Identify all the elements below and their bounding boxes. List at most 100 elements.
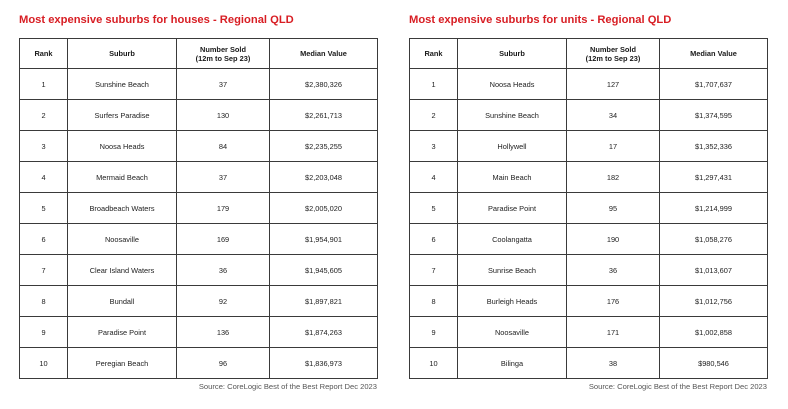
number-sold-cell: 95 <box>566 192 660 224</box>
houses-table-body: 1 Sunshine Beach 37 $2,380,326 2 Surfers Para… <box>19 68 378 379</box>
suburb-cell: Noosa Heads <box>457 68 567 100</box>
number-sold-cell: 17 <box>566 130 660 162</box>
table-row: 7 Clear Island Waters 36 $1,945,605 <box>19 254 378 286</box>
header-number-sold: Number Sold (12m to Sep 23) <box>566 38 660 69</box>
median-value-cell: $2,380,326 <box>269 68 378 100</box>
median-value-cell: $1,836,973 <box>269 347 378 379</box>
median-value-cell: $2,261,713 <box>269 99 378 131</box>
median-value-cell: $2,005,020 <box>269 192 378 224</box>
table-row: 7 Sunrise Beach 36 $1,013,607 <box>409 254 768 286</box>
rank-cell: 5 <box>409 192 458 224</box>
suburb-cell: Surfers Paradise <box>67 99 177 131</box>
table-row: 1 Noosa Heads 127 $1,707,637 <box>409 68 768 100</box>
median-value-cell: $2,235,255 <box>269 130 378 162</box>
table-row: 4 Mermaid Beach 37 $2,203,048 <box>19 161 378 193</box>
suburb-cell: Mermaid Beach <box>67 161 177 193</box>
units-table-body: 1 Noosa Heads 127 $1,707,637 2 Sunshine Beach… <box>409 68 768 379</box>
median-value-cell: $1,897,821 <box>269 285 378 317</box>
suburb-cell: Main Beach <box>457 161 567 193</box>
table-row: 1 Sunshine Beach 37 $2,380,326 <box>19 68 378 100</box>
table-row: 2 Sunshine Beach 34 $1,374,595 <box>409 99 768 131</box>
header-suburb: Suburb <box>457 38 567 69</box>
header-rank: Rank <box>19 38 68 69</box>
number-sold-cell: 190 <box>566 223 660 255</box>
rank-cell: 6 <box>409 223 458 255</box>
rank-cell: 9 <box>409 316 458 348</box>
table-row: 8 Bundall 92 $1,897,821 <box>19 285 378 317</box>
table-row: 3 Noosa Heads 84 $2,235,255 <box>19 130 378 162</box>
number-sold-cell: 176 <box>566 285 660 317</box>
median-value-cell: $1,945,605 <box>269 254 378 286</box>
houses-header-row: Rank Suburb Number Sold (12m to Sep 23) M… <box>19 38 378 69</box>
suburb-cell: Sunrise Beach <box>457 254 567 286</box>
header-number-sold-line1: Number Sold <box>200 44 246 54</box>
number-sold-cell: 179 <box>176 192 270 224</box>
rank-cell: 8 <box>19 285 68 317</box>
suburb-cell: Clear Island Waters <box>67 254 177 286</box>
suburb-cell: Paradise Point <box>67 316 177 348</box>
median-value-cell: $1,013,607 <box>659 254 768 286</box>
median-value-cell: $1,002,858 <box>659 316 768 348</box>
rank-cell: 3 <box>19 130 68 162</box>
number-sold-cell: 130 <box>176 99 270 131</box>
suburb-cell: Bundall <box>67 285 177 317</box>
median-value-cell: $2,203,048 <box>269 161 378 193</box>
suburb-cell: Peregian Beach <box>67 347 177 379</box>
header-number-sold: Number Sold (12m to Sep 23) <box>176 38 270 69</box>
table-row: 5 Broadbeach Waters 179 $2,005,020 <box>19 192 378 224</box>
table-row: 6 Coolangatta 190 $1,058,276 <box>409 223 768 255</box>
suburb-cell: Sunshine Beach <box>457 99 567 131</box>
suburb-cell: Noosaville <box>67 223 177 255</box>
suburb-cell: Noosa Heads <box>67 130 177 162</box>
number-sold-cell: 34 <box>566 99 660 131</box>
header-median-value: Median Value <box>659 38 768 69</box>
number-sold-cell: 84 <box>176 130 270 162</box>
rank-cell: 2 <box>409 99 458 131</box>
suburb-cell: Sunshine Beach <box>67 68 177 100</box>
number-sold-cell: 96 <box>176 347 270 379</box>
rank-cell: 10 <box>19 347 68 379</box>
units-header-row: Rank Suburb Number Sold (12m to Sep 23) M… <box>409 38 768 69</box>
suburb-cell: Broadbeach Waters <box>67 192 177 224</box>
number-sold-cell: 37 <box>176 68 270 100</box>
rank-cell: 3 <box>409 130 458 162</box>
suburb-cell: Burleigh Heads <box>457 285 567 317</box>
suburb-cell: Noosaville <box>457 316 567 348</box>
number-sold-cell: 182 <box>566 161 660 193</box>
table-row: 3 Hollywell 17 $1,352,336 <box>409 130 768 162</box>
median-value-cell: $980,546 <box>659 347 768 379</box>
header-number-sold-line1: Number Sold <box>590 44 636 54</box>
number-sold-cell: 92 <box>176 285 270 317</box>
units-table-title: Most expensive suburbs for units - Regio… <box>409 14 672 26</box>
rank-cell: 1 <box>409 68 458 100</box>
header-suburb: Suburb <box>67 38 177 69</box>
rank-cell: 6 <box>19 223 68 255</box>
header-median-value: Median Value <box>269 38 378 69</box>
median-value-cell: $1,954,901 <box>269 223 378 255</box>
header-number-sold-line2: (12m to Sep 23) <box>195 53 251 63</box>
units-source-note: Source: CoreLogic Best of the Best Repor… <box>588 382 767 391</box>
median-value-cell: $1,374,595 <box>659 99 768 131</box>
rank-cell: 7 <box>19 254 68 286</box>
houses-table: Rank Suburb Number Sold (12m to Sep 23) M… <box>19 38 378 379</box>
suburb-cell: Hollywell <box>457 130 567 162</box>
number-sold-cell: 36 <box>176 254 270 286</box>
table-row: 2 Surfers Paradise 130 $2,261,713 <box>19 99 378 131</box>
header-number-sold-line2: (12m to Sep 23) <box>585 53 641 63</box>
houses-source-note: Source: CoreLogic Best of the Best Repor… <box>198 382 377 391</box>
rank-cell: 2 <box>19 99 68 131</box>
number-sold-cell: 136 <box>176 316 270 348</box>
rank-cell: 7 <box>409 254 458 286</box>
number-sold-cell: 169 <box>176 223 270 255</box>
header-rank: Rank <box>409 38 458 69</box>
table-row: 4 Main Beach 182 $1,297,431 <box>409 161 768 193</box>
number-sold-cell: 171 <box>566 316 660 348</box>
median-value-cell: $1,874,263 <box>269 316 378 348</box>
rank-cell: 9 <box>19 316 68 348</box>
median-value-cell: $1,707,637 <box>659 68 768 100</box>
number-sold-cell: 127 <box>566 68 660 100</box>
suburb-cell: Paradise Point <box>457 192 567 224</box>
median-value-cell: $1,012,756 <box>659 285 768 317</box>
table-row: 6 Noosaville 169 $1,954,901 <box>19 223 378 255</box>
median-value-cell: $1,214,999 <box>659 192 768 224</box>
